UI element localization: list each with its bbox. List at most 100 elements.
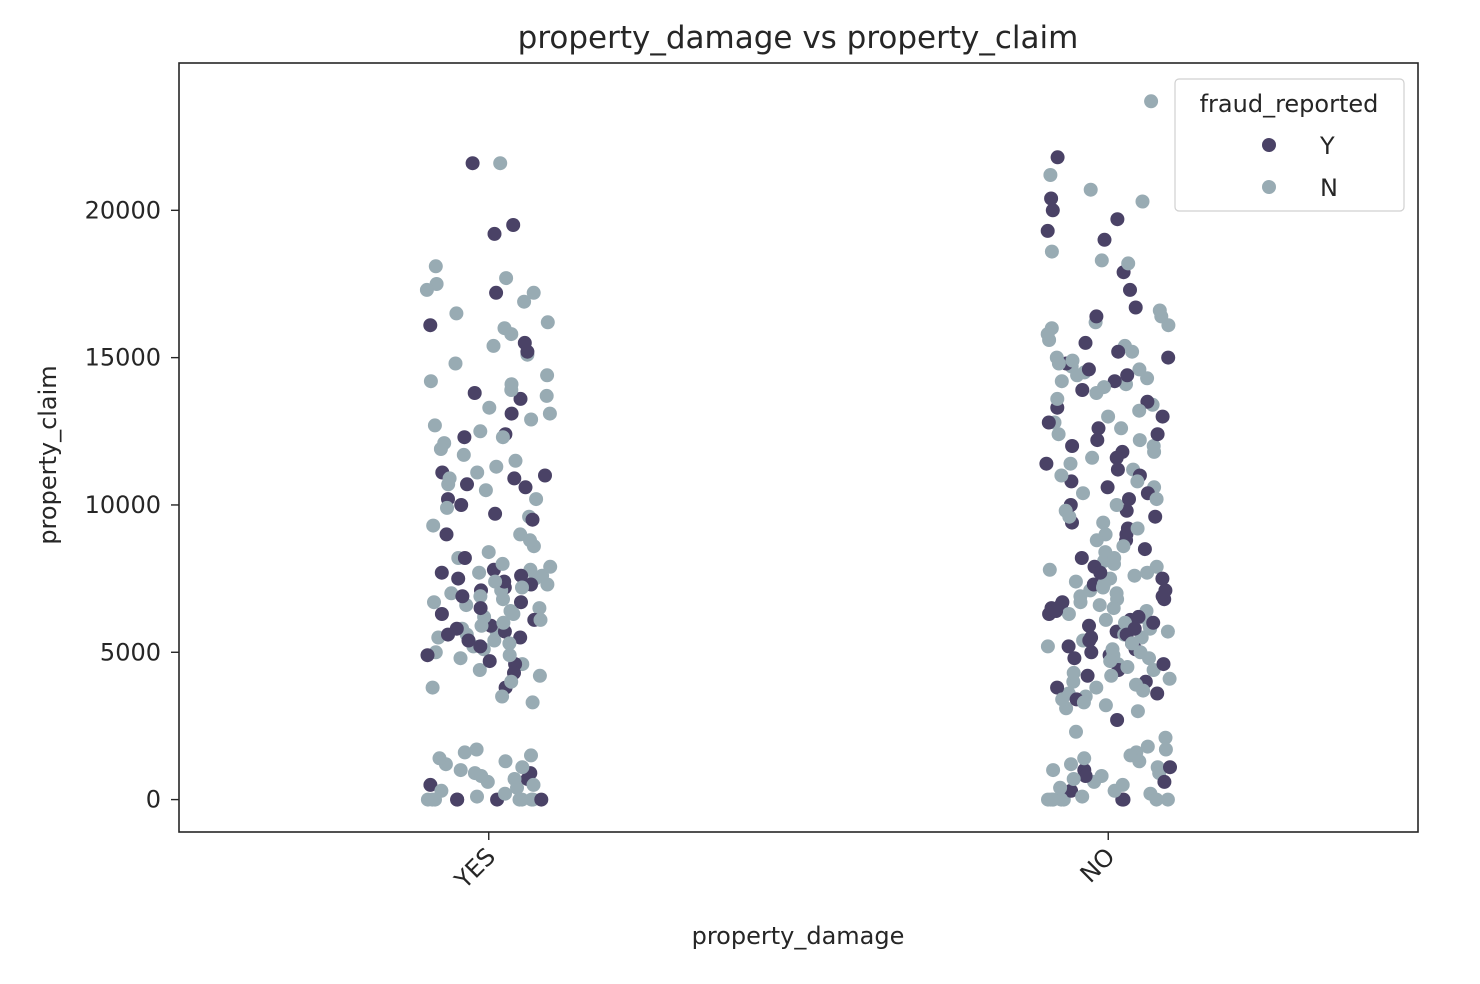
- data-point-y: [1123, 282, 1137, 297]
- data-point-n: [1158, 730, 1173, 745]
- data-point-n: [1066, 665, 1081, 680]
- data-point-n: [1061, 607, 1076, 621]
- data-point-n: [1051, 427, 1066, 442]
- data-point-n: [449, 306, 464, 321]
- data-point-n: [486, 338, 501, 353]
- legend-marker-y: [1262, 138, 1276, 152]
- y-tick-label: 10000: [85, 491, 161, 519]
- data-point-y: [538, 468, 552, 483]
- data-point-n: [1130, 474, 1145, 489]
- data-point-y: [1140, 394, 1155, 409]
- data-point-n: [1121, 256, 1136, 271]
- data-point-n: [1132, 433, 1147, 448]
- data-point-y: [482, 654, 497, 669]
- data-point-y: [1109, 450, 1124, 465]
- data-point-n: [1076, 695, 1091, 710]
- data-point-n: [502, 636, 517, 651]
- data-point-y: [434, 607, 449, 621]
- data-point-n: [1051, 356, 1066, 371]
- x-tick-label: YES: [449, 842, 501, 894]
- data-point-y: [423, 318, 438, 333]
- data-point-n: [1063, 456, 1078, 471]
- data-point-n: [474, 618, 489, 633]
- data-point-y: [423, 777, 438, 792]
- data-point-n: [507, 772, 522, 786]
- data-point-n: [1132, 754, 1147, 769]
- data-point-n: [440, 500, 454, 515]
- data-point-n: [1132, 403, 1147, 418]
- data-point-n: [1077, 751, 1092, 766]
- data-point-n: [542, 406, 557, 421]
- data-point-n: [428, 259, 443, 274]
- data-point-n: [499, 271, 514, 286]
- data-point-y: [507, 471, 522, 486]
- data-point-n: [481, 545, 496, 560]
- data-point-y: [1156, 657, 1171, 672]
- data-point-y: [513, 630, 528, 645]
- data-point-y: [457, 551, 472, 565]
- data-point-n: [1103, 654, 1118, 669]
- data-point-n: [1076, 486, 1090, 501]
- data-point-n: [489, 459, 504, 474]
- data-point-n: [1094, 253, 1109, 268]
- data-point-y: [1110, 462, 1125, 477]
- data-point-y: [460, 477, 474, 492]
- data-point-y: [1158, 583, 1173, 598]
- data-point-n: [1065, 353, 1080, 368]
- data-point-y: [1050, 150, 1065, 165]
- data-point-y: [454, 498, 469, 512]
- data-point-n: [1054, 374, 1069, 389]
- data-point-n: [1050, 391, 1065, 406]
- data-point-y: [488, 506, 503, 521]
- data-point-n: [506, 607, 521, 621]
- data-point-n: [433, 442, 448, 456]
- data-point-n: [1098, 612, 1113, 627]
- data-point-y: [1122, 492, 1136, 507]
- data-point-y: [1074, 551, 1089, 565]
- y-tick-label: 0: [146, 786, 161, 814]
- data-point-n: [1097, 380, 1111, 395]
- data-point-n: [444, 586, 459, 601]
- data-point-n: [1116, 539, 1131, 554]
- data-point-y: [467, 386, 482, 400]
- data-point-y: [1067, 651, 1082, 666]
- data-point-n: [495, 430, 510, 445]
- data-point-y: [1078, 769, 1093, 783]
- data-point-y: [518, 480, 533, 495]
- data-point-y: [506, 218, 521, 232]
- data-point-n: [1064, 757, 1078, 772]
- data-point-n: [1044, 244, 1059, 259]
- data-point-y: [1146, 615, 1161, 630]
- data-point-n: [427, 418, 442, 433]
- data-point-n: [1130, 704, 1145, 719]
- data-point-y: [1116, 792, 1131, 807]
- data-point-n: [526, 777, 541, 792]
- data-point-n: [1069, 724, 1083, 739]
- data-point-n: [1125, 636, 1139, 651]
- data-point-n: [1096, 515, 1111, 530]
- data-point-y: [465, 156, 480, 171]
- data-point-n: [442, 471, 457, 486]
- data-point-n: [1104, 668, 1119, 683]
- data-point-n: [1136, 683, 1151, 698]
- data-point-y: [455, 589, 470, 604]
- data-point-y: [1150, 686, 1165, 701]
- data-point-n: [504, 383, 519, 397]
- data-point-y: [1064, 783, 1079, 798]
- data-point-n: [508, 453, 523, 468]
- data-point-y: [514, 595, 528, 610]
- data-point-n: [473, 424, 488, 439]
- data-point-n: [524, 412, 539, 427]
- data-point-y: [1100, 480, 1115, 495]
- data-point-n: [1107, 783, 1122, 798]
- data-point-n: [1125, 344, 1140, 359]
- data-point-y: [504, 406, 519, 421]
- data-point-n: [1140, 739, 1155, 754]
- data-point-y: [1084, 630, 1099, 645]
- data-point-n: [1130, 521, 1145, 536]
- data-point-n: [540, 315, 555, 330]
- data-point-n: [524, 792, 539, 807]
- data-point-n: [512, 792, 527, 807]
- data-point-n: [1162, 671, 1177, 686]
- data-point-y: [457, 430, 472, 445]
